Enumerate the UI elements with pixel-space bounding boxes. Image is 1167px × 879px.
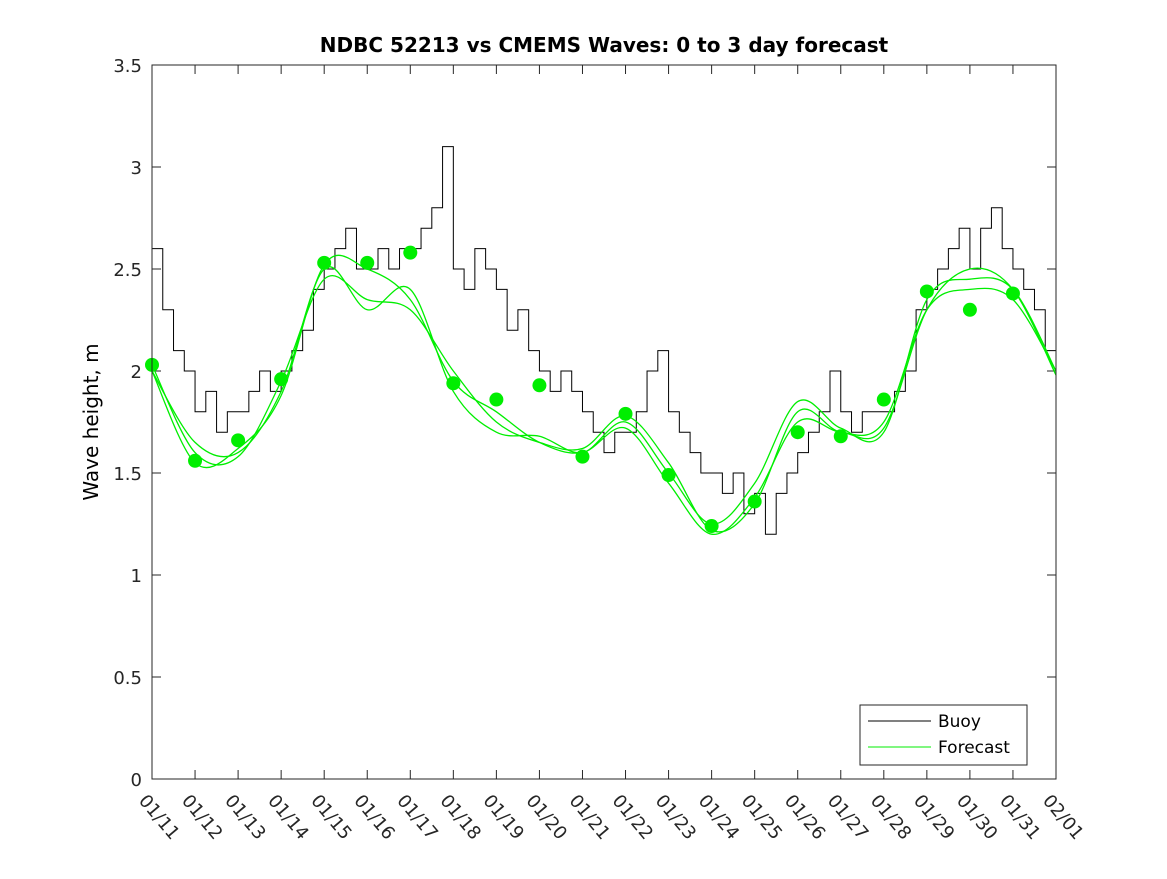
y-tick-label: 1.5 — [113, 464, 142, 485]
forecast-point — [618, 406, 633, 421]
forecast-point — [919, 284, 934, 299]
x-tick-label: 01/31 — [995, 791, 1044, 844]
x-tick-label: 01/30 — [952, 791, 1001, 844]
y-tick-label: 2 — [131, 362, 142, 383]
forecast-point — [962, 302, 977, 317]
forecast-point — [876, 392, 891, 407]
x-tick-label: 01/29 — [909, 791, 958, 844]
forecast-point — [188, 453, 203, 468]
x-tick-label: 01/17 — [392, 791, 441, 844]
x-tick-label: 01/27 — [823, 791, 872, 844]
forecast-point — [360, 255, 375, 270]
y-tick-label: 2.5 — [113, 260, 142, 281]
forecast-point — [661, 468, 676, 483]
y-tick-label: 1 — [131, 566, 142, 587]
forecast-point — [575, 449, 590, 464]
y-tick-label: 3.5 — [113, 56, 142, 77]
forecast-point — [231, 433, 246, 448]
forecast-line — [151, 266, 1057, 525]
x-tick-label: 01/22 — [608, 791, 657, 844]
buoy-line — [152, 146, 1056, 535]
forecast-point — [317, 255, 332, 270]
y-axis-label: Wave height, m — [79, 343, 103, 500]
x-tick-label: 01/12 — [177, 791, 226, 844]
legend-forecast-label: Forecast — [938, 738, 1010, 758]
x-tick-label: 01/16 — [349, 791, 398, 844]
legend: Buoy Forecast — [859, 704, 1028, 766]
forecast-point — [532, 378, 547, 393]
forecast-point — [704, 519, 719, 534]
x-tick-label: 01/28 — [866, 791, 915, 844]
y-tick-label: 3 — [131, 158, 142, 179]
forecast-point — [489, 392, 504, 407]
x-tick-label: 01/24 — [694, 791, 743, 844]
x-tick-label: 01/14 — [263, 791, 312, 844]
forecast-point — [747, 494, 762, 509]
x-tick-label: 01/18 — [436, 791, 485, 844]
x-tick-label: 02/01 — [1038, 791, 1087, 844]
x-tick-label: 01/26 — [780, 791, 829, 844]
x-tick-label: 01/11 — [134, 791, 183, 844]
y-tick-label: 0 — [131, 770, 142, 791]
forecast-point — [274, 372, 289, 387]
forecast-point — [403, 245, 418, 260]
forecast-point — [1005, 286, 1020, 301]
x-tick-label: 01/15 — [306, 791, 355, 844]
forecast-line — [151, 254, 1057, 535]
plot-frame — [151, 64, 1057, 780]
x-tick-label: 01/21 — [565, 791, 614, 844]
forecast-point — [446, 376, 461, 391]
forecast-point — [790, 425, 805, 440]
y-tick-label: 0.5 — [113, 668, 142, 689]
x-tick-label: 01/23 — [651, 791, 700, 844]
x-tick-label: 01/25 — [737, 791, 786, 844]
x-tick-label: 01/13 — [220, 791, 269, 844]
legend-buoy-label: Buoy — [938, 712, 981, 732]
x-tick-label: 01/19 — [479, 791, 528, 844]
forecast-point — [833, 429, 848, 444]
chart-title: NDBC 52213 vs CMEMS Waves: 0 to 3 day fo… — [320, 33, 889, 57]
x-tick-label: 01/20 — [522, 791, 571, 844]
